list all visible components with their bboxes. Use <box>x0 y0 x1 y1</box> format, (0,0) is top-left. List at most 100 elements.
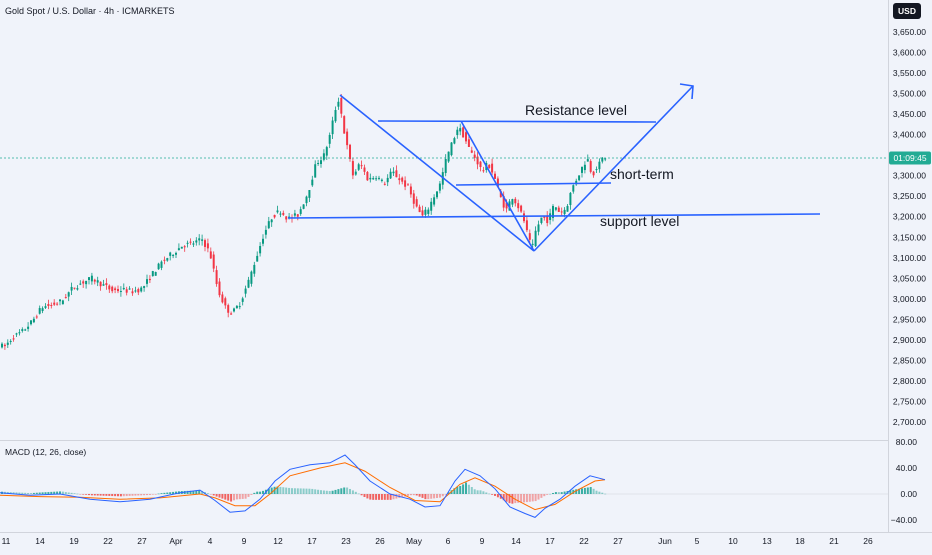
macd-histogram-bar <box>59 491 61 494</box>
date-tick-label: 18 <box>795 536 805 546</box>
candle-body <box>250 271 253 284</box>
trend-line-down[interactable] <box>339 94 535 252</box>
candle-body <box>93 279 96 282</box>
candle-body <box>305 196 308 204</box>
macd-histogram-bar <box>328 491 331 494</box>
candle-body <box>470 150 473 153</box>
candle-body <box>378 177 380 179</box>
macd-histogram-bar <box>282 487 285 494</box>
pattern-leg[interactable] <box>460 120 535 252</box>
macd-histogram-bar <box>18 492 21 494</box>
currency-label: USD <box>898 6 916 16</box>
candle-body <box>125 289 128 293</box>
candle-body <box>96 280 99 283</box>
macd-pane[interactable] <box>0 441 888 532</box>
date-tick-label: Apr <box>169 536 182 546</box>
candle-body <box>351 161 354 176</box>
candle-body <box>467 139 470 147</box>
trend-line-up[interactable] <box>533 85 694 252</box>
macd-histogram-bar <box>44 492 47 494</box>
macd-histogram-bar <box>375 494 378 500</box>
candle-body <box>459 128 462 132</box>
macd-histogram-bar <box>563 491 566 494</box>
candle-body <box>227 305 230 313</box>
macd-histogram-bar <box>163 492 166 494</box>
macd-histogram-bar <box>520 494 523 503</box>
candle-body <box>595 169 598 171</box>
macd-histogram-bar <box>148 494 151 495</box>
short-term-line[interactable] <box>455 182 612 186</box>
macd-histogram-bar <box>146 494 148 496</box>
macd-histogram-bar <box>308 488 311 494</box>
candle-body <box>90 275 93 282</box>
resistance-line[interactable] <box>377 120 657 123</box>
drawings-layer <box>287 83 821 252</box>
candle-body <box>99 281 102 287</box>
macd-histogram-bar <box>601 492 604 494</box>
macd-histogram-bar <box>288 487 291 494</box>
candle-body <box>557 207 560 212</box>
candle-body <box>308 190 311 198</box>
candle-body <box>482 170 485 172</box>
candle-body <box>166 258 169 261</box>
candle-body <box>450 142 453 156</box>
macd-histogram-bar <box>415 494 418 496</box>
macd-histogram-bar <box>198 490 201 494</box>
candle-body <box>601 157 604 162</box>
candle-body <box>230 313 233 315</box>
macd-histogram-bar <box>79 494 82 495</box>
candle-body <box>299 209 302 214</box>
candle-body <box>111 286 114 292</box>
price-tick-label: 3,150.00 <box>893 232 926 242</box>
candle-body <box>128 288 131 290</box>
currency-button[interactable] <box>893 3 921 19</box>
macd-histogram-bar <box>227 494 230 501</box>
macd-histogram-bar <box>9 492 12 494</box>
macd-legend[interactable]: MACD (12, 26, close) <box>5 447 86 457</box>
macd-histogram-bar <box>41 492 44 494</box>
candle-body <box>456 129 459 136</box>
macd-histogram-bar <box>433 494 436 499</box>
macd-histogram-bar <box>317 489 320 494</box>
date-tick-label: 22 <box>103 536 113 546</box>
symbol-title[interactable]: Gold Spot / U.S. Dollar · 4h · ICMARKETS <box>5 6 175 16</box>
date-scale[interactable]: 11 14 19 22 27 Apr 4 9 12 17 23 26 May 6 9 14 17 22 27 Jun 5… <box>2 536 873 546</box>
candle-body <box>444 158 447 174</box>
macd-histogram-bar <box>235 494 238 500</box>
macd-histogram-bar <box>154 494 157 495</box>
support-line[interactable] <box>287 213 821 219</box>
macd-histogram-bar <box>456 486 459 494</box>
macd-histogram-bar <box>253 492 256 494</box>
candle-body <box>172 255 175 257</box>
candle-body <box>389 171 392 179</box>
macd-histogram-bar <box>50 491 53 494</box>
macd-histogram-bar <box>85 494 88 495</box>
macd-histogram-bar <box>27 492 30 494</box>
candle-body <box>375 178 378 180</box>
macd-histogram-bar <box>218 494 221 498</box>
candle-body <box>151 271 154 277</box>
macd-histogram-bar <box>82 494 85 495</box>
macd-histogram-bar <box>201 490 204 494</box>
candle-body <box>105 283 108 286</box>
candle-body <box>366 171 369 181</box>
macd-tick-label: 80.00 <box>896 437 918 447</box>
resistance-label[interactable]: Resistance level <box>525 102 627 118</box>
macd-histogram-bar <box>380 494 383 500</box>
macd-histogram-bar <box>578 488 581 494</box>
candle-body <box>514 198 517 204</box>
price-scale[interactable]: 3,650.00 3,600.00 3,550.00 3,500.00 3,450.00… <box>893 27 926 427</box>
short-term-label[interactable]: short-term <box>610 166 674 182</box>
main-pane[interactable] <box>0 0 888 440</box>
candle-body <box>259 246 262 254</box>
support-label[interactable]: support level <box>600 213 679 229</box>
macd-histogram-bar <box>53 491 56 494</box>
candle-body <box>204 240 206 247</box>
macd-histogram-bar <box>459 486 462 494</box>
macd-histogram-bar <box>169 492 172 494</box>
candle-body <box>537 224 540 232</box>
candle-body <box>572 185 575 192</box>
macd-scale[interactable]: 80.00 40.00 0.00 −40.00 <box>891 437 918 525</box>
candle-body <box>476 156 479 165</box>
